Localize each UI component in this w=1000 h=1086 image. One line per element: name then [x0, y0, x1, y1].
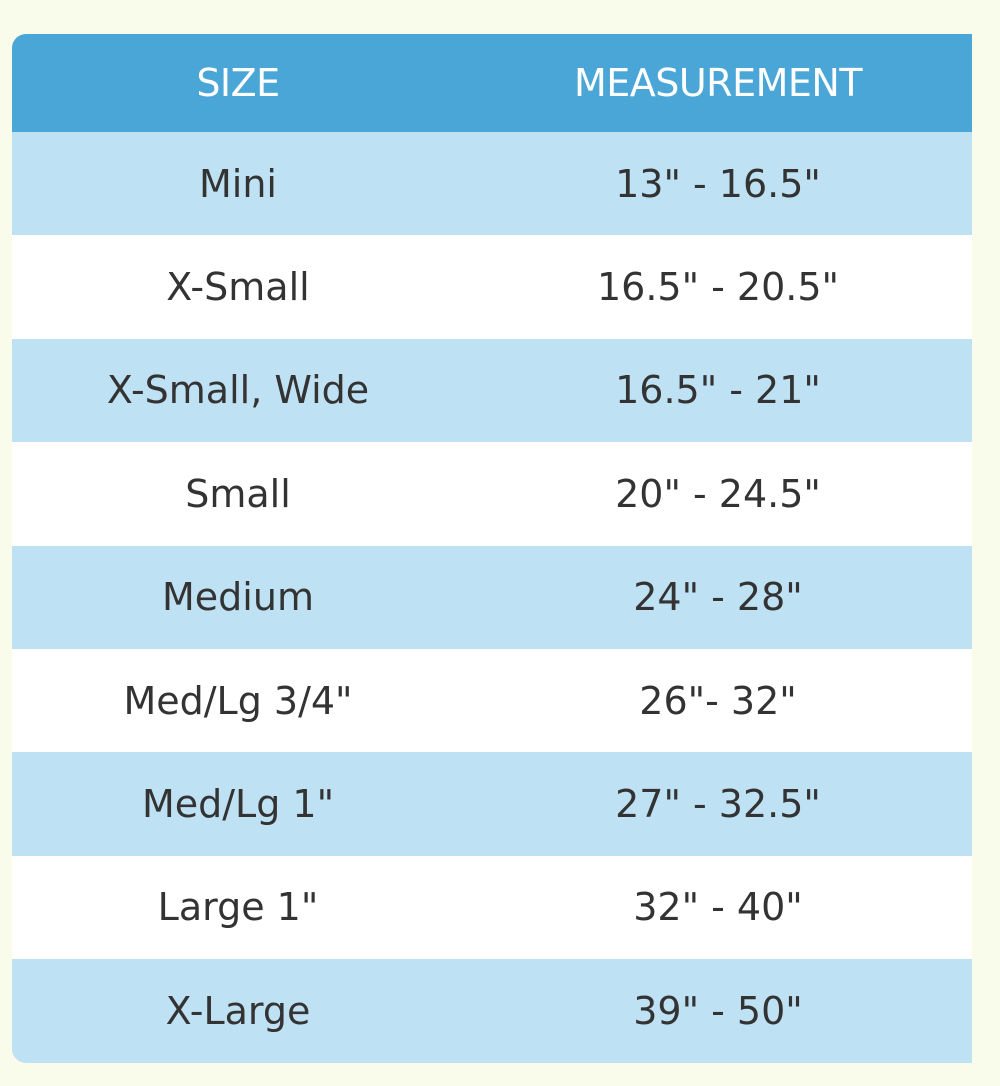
size-cell: X-Large	[165, 988, 311, 1033]
header-measurement: MEASUREMENT	[573, 61, 863, 105]
measurement-cell: 26"- 32"	[639, 678, 797, 723]
measurement-cell: 13" - 16.5"	[615, 161, 821, 206]
measurement-cell: 39" - 50"	[633, 988, 803, 1033]
size-cell: Small	[185, 471, 291, 516]
header-size: SIZE	[196, 61, 280, 105]
table-row: Med/Lg 1" 27" - 32.5"	[12, 752, 972, 856]
measurement-cell: 32" - 40"	[633, 885, 803, 930]
table-row: Mini 13" - 16.5"	[12, 132, 972, 236]
measurement-cell: 16.5" - 21"	[615, 368, 821, 413]
table-row: X-Small 16.5" - 20.5"	[12, 235, 972, 339]
size-cell: Med/Lg 3/4"	[123, 678, 353, 723]
table-row: Small 20" - 24.5"	[12, 442, 972, 546]
measurement-cell: 24" - 28"	[633, 575, 803, 620]
measurement-cell: 27" - 32.5"	[615, 782, 821, 827]
measurement-cell: 16.5" - 20.5"	[596, 265, 840, 310]
size-cell: Med/Lg 1"	[141, 782, 335, 827]
table-row: Medium 24" - 28"	[12, 545, 972, 649]
size-cell: Large 1"	[157, 885, 319, 930]
size-cell: Mini	[199, 161, 277, 206]
size-cell: Medium	[162, 575, 314, 620]
table-header: SIZE MEASUREMENT	[12, 34, 972, 132]
size-cell: X-Small, Wide	[106, 368, 370, 413]
table-row: Large 1" 32" - 40"	[12, 855, 972, 960]
table-row: X-Small, Wide 16.5" - 21"	[12, 338, 972, 443]
size-cell: X-Small	[166, 265, 310, 310]
size-chart-table: SIZE MEASUREMENT Mini 13" - 16.5" X-Small 1…	[12, 34, 972, 1063]
table-row: X-Large 39" - 50"	[12, 959, 972, 1063]
table-row: Med/Lg 3/4" 26"- 32"	[12, 648, 972, 753]
measurement-cell: 20" - 24.5"	[615, 471, 821, 516]
